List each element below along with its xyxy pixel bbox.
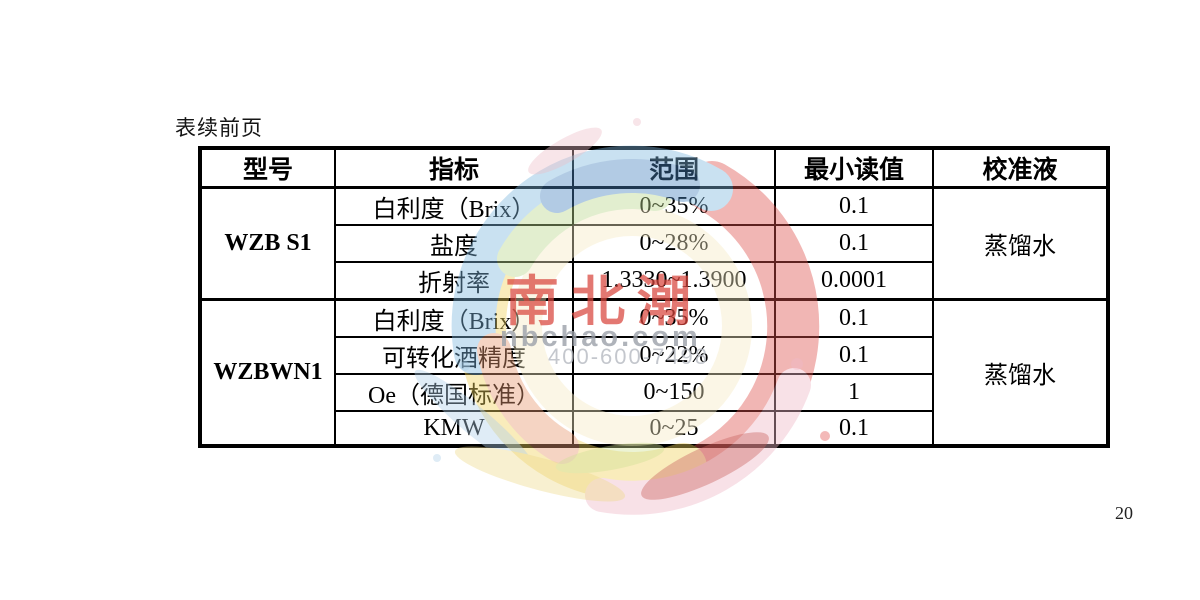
spec-table: 型号 指标 范围 最小读值 校准液 WZB S1 白利度（Brix） 0~35%… [198, 146, 1110, 448]
range-cell: 0~35% [572, 298, 776, 338]
range-cell: 0~35% [572, 186, 776, 226]
indicator-cell: Oe（德国标准） [334, 373, 574, 412]
min-reading-cell: 0.1 [774, 410, 934, 447]
min-reading-cell: 0.1 [774, 224, 934, 263]
splash-dot [633, 118, 641, 126]
indicator-cell: 盐度 [334, 224, 574, 263]
min-reading-cell: 1 [774, 373, 934, 412]
min-reading-cell: 0.1 [774, 336, 934, 375]
min-reading-cell: 0.1 [774, 298, 934, 338]
splash-dot [433, 454, 441, 462]
indicator-cell: 白利度（Brix） [334, 186, 574, 226]
range-cell: 1.3330~1.3900 [572, 261, 776, 301]
indicator-cell: 可转化酒精度 [334, 336, 574, 375]
table-row: Oe（德国标准） 0~150 1 [200, 373, 1108, 412]
calibration-cell: 蒸馏水 [932, 186, 1109, 301]
min-reading-cell: 0.1 [774, 186, 934, 226]
table-row: WZBWN1 白利度（Brix） 0~35% 0.1 蒸馏水 [199, 298, 1109, 447]
model-cell-wzbwn1: WZBWN1 [199, 298, 336, 447]
col-header-min-reading: 最小读值 [774, 147, 934, 189]
table-row: 盐度 0~28% 0.1 [200, 224, 1108, 263]
range-cell: 0~28% [572, 224, 776, 263]
col-header-calibration: 校准液 [932, 147, 1109, 189]
range-cell: 0~25 [572, 410, 776, 447]
table-row: 折射率 1.3330~1.3900 0.0001 [200, 261, 1108, 301]
model-cell-wzb-s1: WZB S1 [199, 186, 336, 301]
table-row: KMW 0~25 0.1 [200, 410, 1108, 447]
table-continued-caption: 表续前页 [175, 116, 263, 140]
indicator-cell: 白利度（Brix） [334, 298, 574, 338]
table-row: 可转化酒精度 0~22% 0.1 [200, 336, 1108, 375]
col-header-indicator: 指标 [334, 147, 574, 189]
col-header-range: 范围 [572, 147, 776, 189]
range-cell: 0~22% [572, 336, 776, 375]
spec-table-container: 型号 指标 范围 最小读值 校准液 WZB S1 白利度（Brix） 0~35%… [198, 146, 1110, 448]
indicator-cell: 折射率 [334, 261, 574, 301]
range-cell: 0~150 [572, 373, 776, 412]
table-row: WZB S1 白利度（Brix） 0~35% 0.1 蒸馏水 [199, 186, 1109, 301]
col-header-model: 型号 [199, 147, 336, 189]
indicator-cell: KMW [334, 410, 574, 447]
min-reading-cell: 0.0001 [774, 261, 934, 301]
header-row: 型号 指标 范围 最小读值 校准液 [199, 147, 1109, 189]
page-number: 20 [1115, 503, 1133, 523]
calibration-cell: 蒸馏水 [932, 298, 1109, 447]
